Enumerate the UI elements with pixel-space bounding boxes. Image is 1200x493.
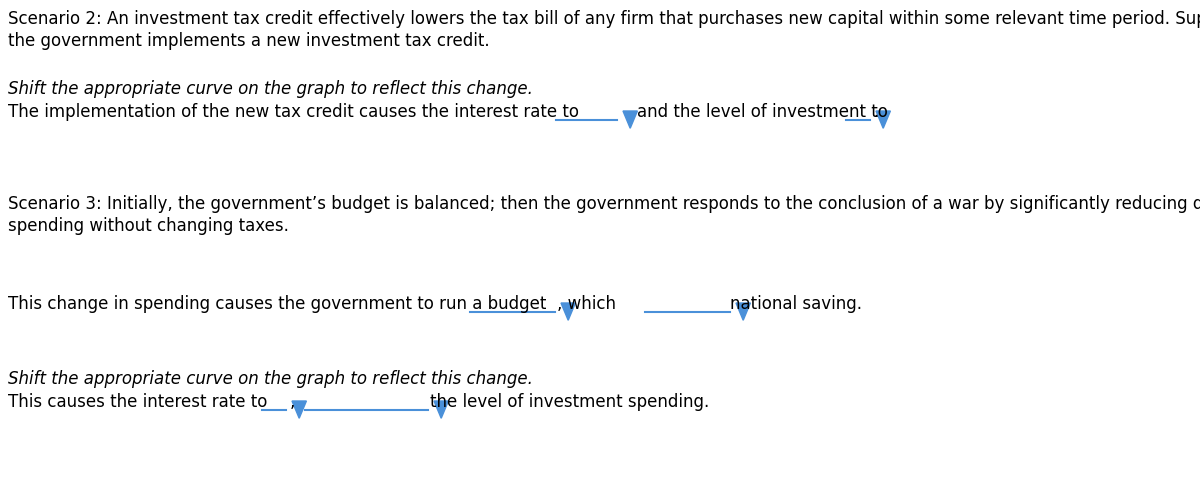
Text: the government implements a new investment tax credit.: the government implements a new investme… <box>8 32 490 50</box>
Text: , which: , which <box>557 295 616 313</box>
Text: Shift the appropriate curve on the graph to reflect this change.: Shift the appropriate curve on the graph… <box>8 370 533 388</box>
Polygon shape <box>623 111 637 128</box>
Text: and the level of investment to: and the level of investment to <box>637 103 888 121</box>
Text: The implementation of the new tax credit causes the interest rate to: The implementation of the new tax credit… <box>8 103 580 121</box>
Polygon shape <box>434 401 449 418</box>
Text: Shift the appropriate curve on the graph to reflect this change.: Shift the appropriate curve on the graph… <box>8 80 533 98</box>
Text: Scenario 3: Initially, the government’s budget is balanced; then the government : Scenario 3: Initially, the government’s … <box>8 195 1200 213</box>
Polygon shape <box>876 111 890 128</box>
Text: ,: , <box>290 393 295 411</box>
Text: .: . <box>874 103 878 121</box>
Text: the level of investment spending.: the level of investment spending. <box>430 393 709 411</box>
Text: spending without changing taxes.: spending without changing taxes. <box>8 217 289 235</box>
Polygon shape <box>562 303 576 320</box>
Polygon shape <box>292 401 306 418</box>
Text: Scenario 2: An investment tax credit effectively lowers the tax bill of any firm: Scenario 2: An investment tax credit eff… <box>8 10 1200 28</box>
Polygon shape <box>736 303 750 320</box>
Text: This causes the interest rate to: This causes the interest rate to <box>8 393 268 411</box>
Text: This change in spending causes the government to run a budget: This change in spending causes the gover… <box>8 295 546 313</box>
Text: national saving.: national saving. <box>730 295 862 313</box>
